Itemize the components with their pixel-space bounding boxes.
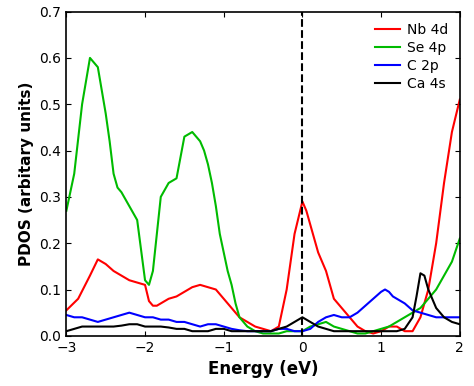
Se 4p bbox=[64, 208, 69, 213]
C 2p bbox=[308, 327, 313, 331]
Nb 4d bbox=[355, 324, 360, 329]
Se 4p bbox=[457, 236, 463, 241]
Ca 4s bbox=[308, 320, 313, 324]
Se 4p bbox=[158, 195, 164, 199]
Ca 4s bbox=[300, 315, 305, 320]
Legend: Nb 4d, Se 4p, C 2p, Ca 4s: Nb 4d, Se 4p, C 2p, Ca 4s bbox=[371, 19, 453, 95]
Ca 4s bbox=[378, 329, 384, 334]
C 2p bbox=[173, 320, 179, 324]
Ca 4s bbox=[64, 329, 69, 334]
Se 4p bbox=[87, 56, 93, 60]
Nb 4d bbox=[457, 97, 463, 102]
Ca 4s bbox=[323, 327, 329, 331]
C 2p bbox=[331, 313, 337, 317]
Se 4p bbox=[308, 324, 313, 329]
C 2p bbox=[382, 287, 388, 292]
Line: C 2p: C 2p bbox=[66, 290, 460, 331]
X-axis label: Energy (eV): Energy (eV) bbox=[208, 360, 319, 378]
Se 4p bbox=[260, 331, 266, 336]
Y-axis label: PDOS (arbitary units): PDOS (arbitary units) bbox=[19, 81, 34, 266]
Ca 4s bbox=[421, 273, 427, 278]
Ca 4s bbox=[418, 271, 423, 276]
Line: Se 4p: Se 4p bbox=[66, 58, 460, 334]
Ca 4s bbox=[173, 327, 179, 331]
C 2p bbox=[457, 315, 463, 320]
Nb 4d bbox=[276, 324, 282, 329]
Line: Nb 4d: Nb 4d bbox=[66, 100, 460, 334]
Line: Ca 4s: Ca 4s bbox=[66, 273, 460, 331]
Nb 4d bbox=[64, 308, 69, 313]
Nb 4d bbox=[213, 287, 219, 292]
Se 4p bbox=[315, 322, 321, 327]
C 2p bbox=[386, 290, 392, 294]
C 2p bbox=[245, 329, 250, 334]
C 2p bbox=[339, 315, 345, 320]
Nb 4d bbox=[300, 199, 305, 204]
Nb 4d bbox=[308, 222, 313, 227]
Se 4p bbox=[213, 204, 219, 208]
Nb 4d bbox=[370, 331, 376, 336]
C 2p bbox=[315, 320, 321, 324]
Se 4p bbox=[95, 65, 100, 69]
Se 4p bbox=[79, 102, 85, 107]
Nb 4d bbox=[75, 296, 81, 301]
Ca 4s bbox=[457, 322, 463, 327]
C 2p bbox=[64, 313, 69, 317]
